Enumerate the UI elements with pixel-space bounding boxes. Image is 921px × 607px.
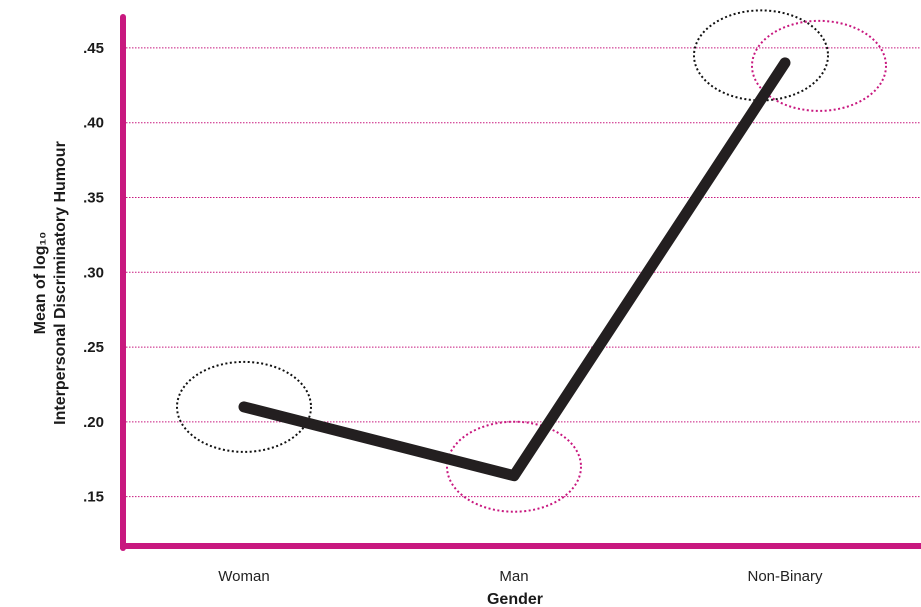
x-tick-label: Man (499, 568, 528, 585)
y-tick-label: .30 (83, 264, 104, 281)
highlight-ellipses (176, 9, 887, 513)
x-tick-label: Non-Binary (747, 568, 823, 585)
y-tick-label: .45 (83, 40, 104, 57)
y-tick-label: .15 (83, 489, 104, 506)
y-axis-title-line1: Mean of log₁₀ (32, 232, 49, 335)
y-tick-labels: .15 .20 .25 .30 .35 .40 .45 (83, 40, 104, 506)
highlight-ellipse (751, 19, 887, 112)
y-axis-title-line2: Interpersonal Discriminatory Humour (52, 141, 69, 425)
highlight-ellipse (176, 360, 312, 453)
y-tick-label: .25 (83, 339, 104, 356)
series-line (238, 57, 791, 482)
y-tick-label: .35 (83, 189, 104, 206)
highlight-ellipse (693, 9, 829, 102)
y-tick-label: .20 (83, 414, 104, 431)
x-axis-title: Gender (487, 591, 543, 607)
y-tick-label: .40 (83, 115, 104, 132)
x-tick-labels: Woman Man Non-Binary (218, 568, 823, 585)
y-axis-title: Mean of log₁₀ Interpersonal Discriminato… (32, 141, 69, 425)
gridlines (126, 47, 921, 498)
highlight-ellipse (446, 420, 582, 513)
x-tick-label: Woman (218, 568, 269, 585)
